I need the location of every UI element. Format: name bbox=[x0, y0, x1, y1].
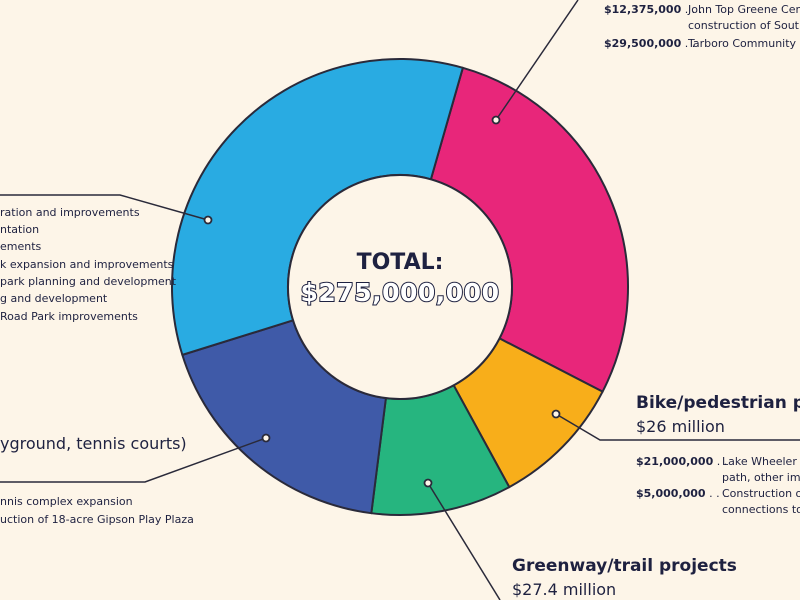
donut-hole bbox=[287, 174, 513, 400]
athletic-title: yground, tennis courts) bbox=[0, 434, 187, 453]
top-text-2: construction of South bbox=[688, 19, 800, 32]
left-item-7: Road Park improvements bbox=[0, 310, 138, 323]
leader-park-improvements bbox=[0, 194, 209, 221]
leader-dots bbox=[203, 115, 561, 488]
bike-text-2: path, other impr bbox=[722, 471, 800, 484]
leader-community-center bbox=[495, 0, 579, 121]
dot-park-improvements bbox=[203, 215, 213, 225]
top-text-3: Tarboro Community Ce bbox=[688, 37, 800, 50]
leader-athletic bbox=[0, 437, 267, 483]
top-amount-3: $29,500,000 . . bbox=[604, 37, 696, 50]
greenway-title: Greenway/trail projects bbox=[512, 556, 737, 576]
bike-title: Bike/pedestrian pr bbox=[636, 393, 800, 413]
athletic-item-1: nnis complex expansion bbox=[0, 495, 133, 508]
dot-bike-pedestrian bbox=[551, 409, 561, 419]
bike-amount-1: $21,000,000 . . bbox=[636, 455, 728, 468]
left-item-1: ration and improvements bbox=[0, 206, 140, 219]
left-item-3: ements bbox=[0, 240, 42, 253]
donut-slices bbox=[171, 58, 629, 516]
left-item-4: k expansion and improvements bbox=[0, 258, 174, 271]
left-item-2: ntation bbox=[0, 223, 40, 236]
bike-subtitle: $26 million bbox=[636, 417, 725, 436]
total-label: TOTAL: bbox=[356, 250, 444, 275]
top-amount-1: $12,375,000 . . . bbox=[604, 3, 703, 16]
bike-text-3: Construction of bbox=[722, 487, 800, 500]
dot-greenway bbox=[423, 478, 433, 488]
total-value: $275,000,000 bbox=[300, 277, 500, 308]
leader-greenway bbox=[427, 482, 501, 600]
dot-athletic bbox=[261, 433, 271, 443]
bike-amount-2: $5,000,000 . . . bbox=[636, 487, 727, 500]
left-item-6: g and development bbox=[0, 292, 108, 305]
greenway-subtitle: $27.4 million bbox=[512, 580, 617, 599]
top-text-1: John Top Greene Cente bbox=[688, 3, 800, 16]
left-item-5: park planning and development bbox=[0, 275, 177, 288]
bike-text-1: Lake Wheeler Re bbox=[722, 455, 800, 468]
leader-bike-pedestrian bbox=[555, 413, 800, 441]
athletic-item-2: uction of 18-acre Gipson Play Plaza bbox=[0, 513, 194, 526]
bike-text-4: connections to c bbox=[722, 503, 800, 516]
dot-community-center bbox=[491, 115, 501, 125]
